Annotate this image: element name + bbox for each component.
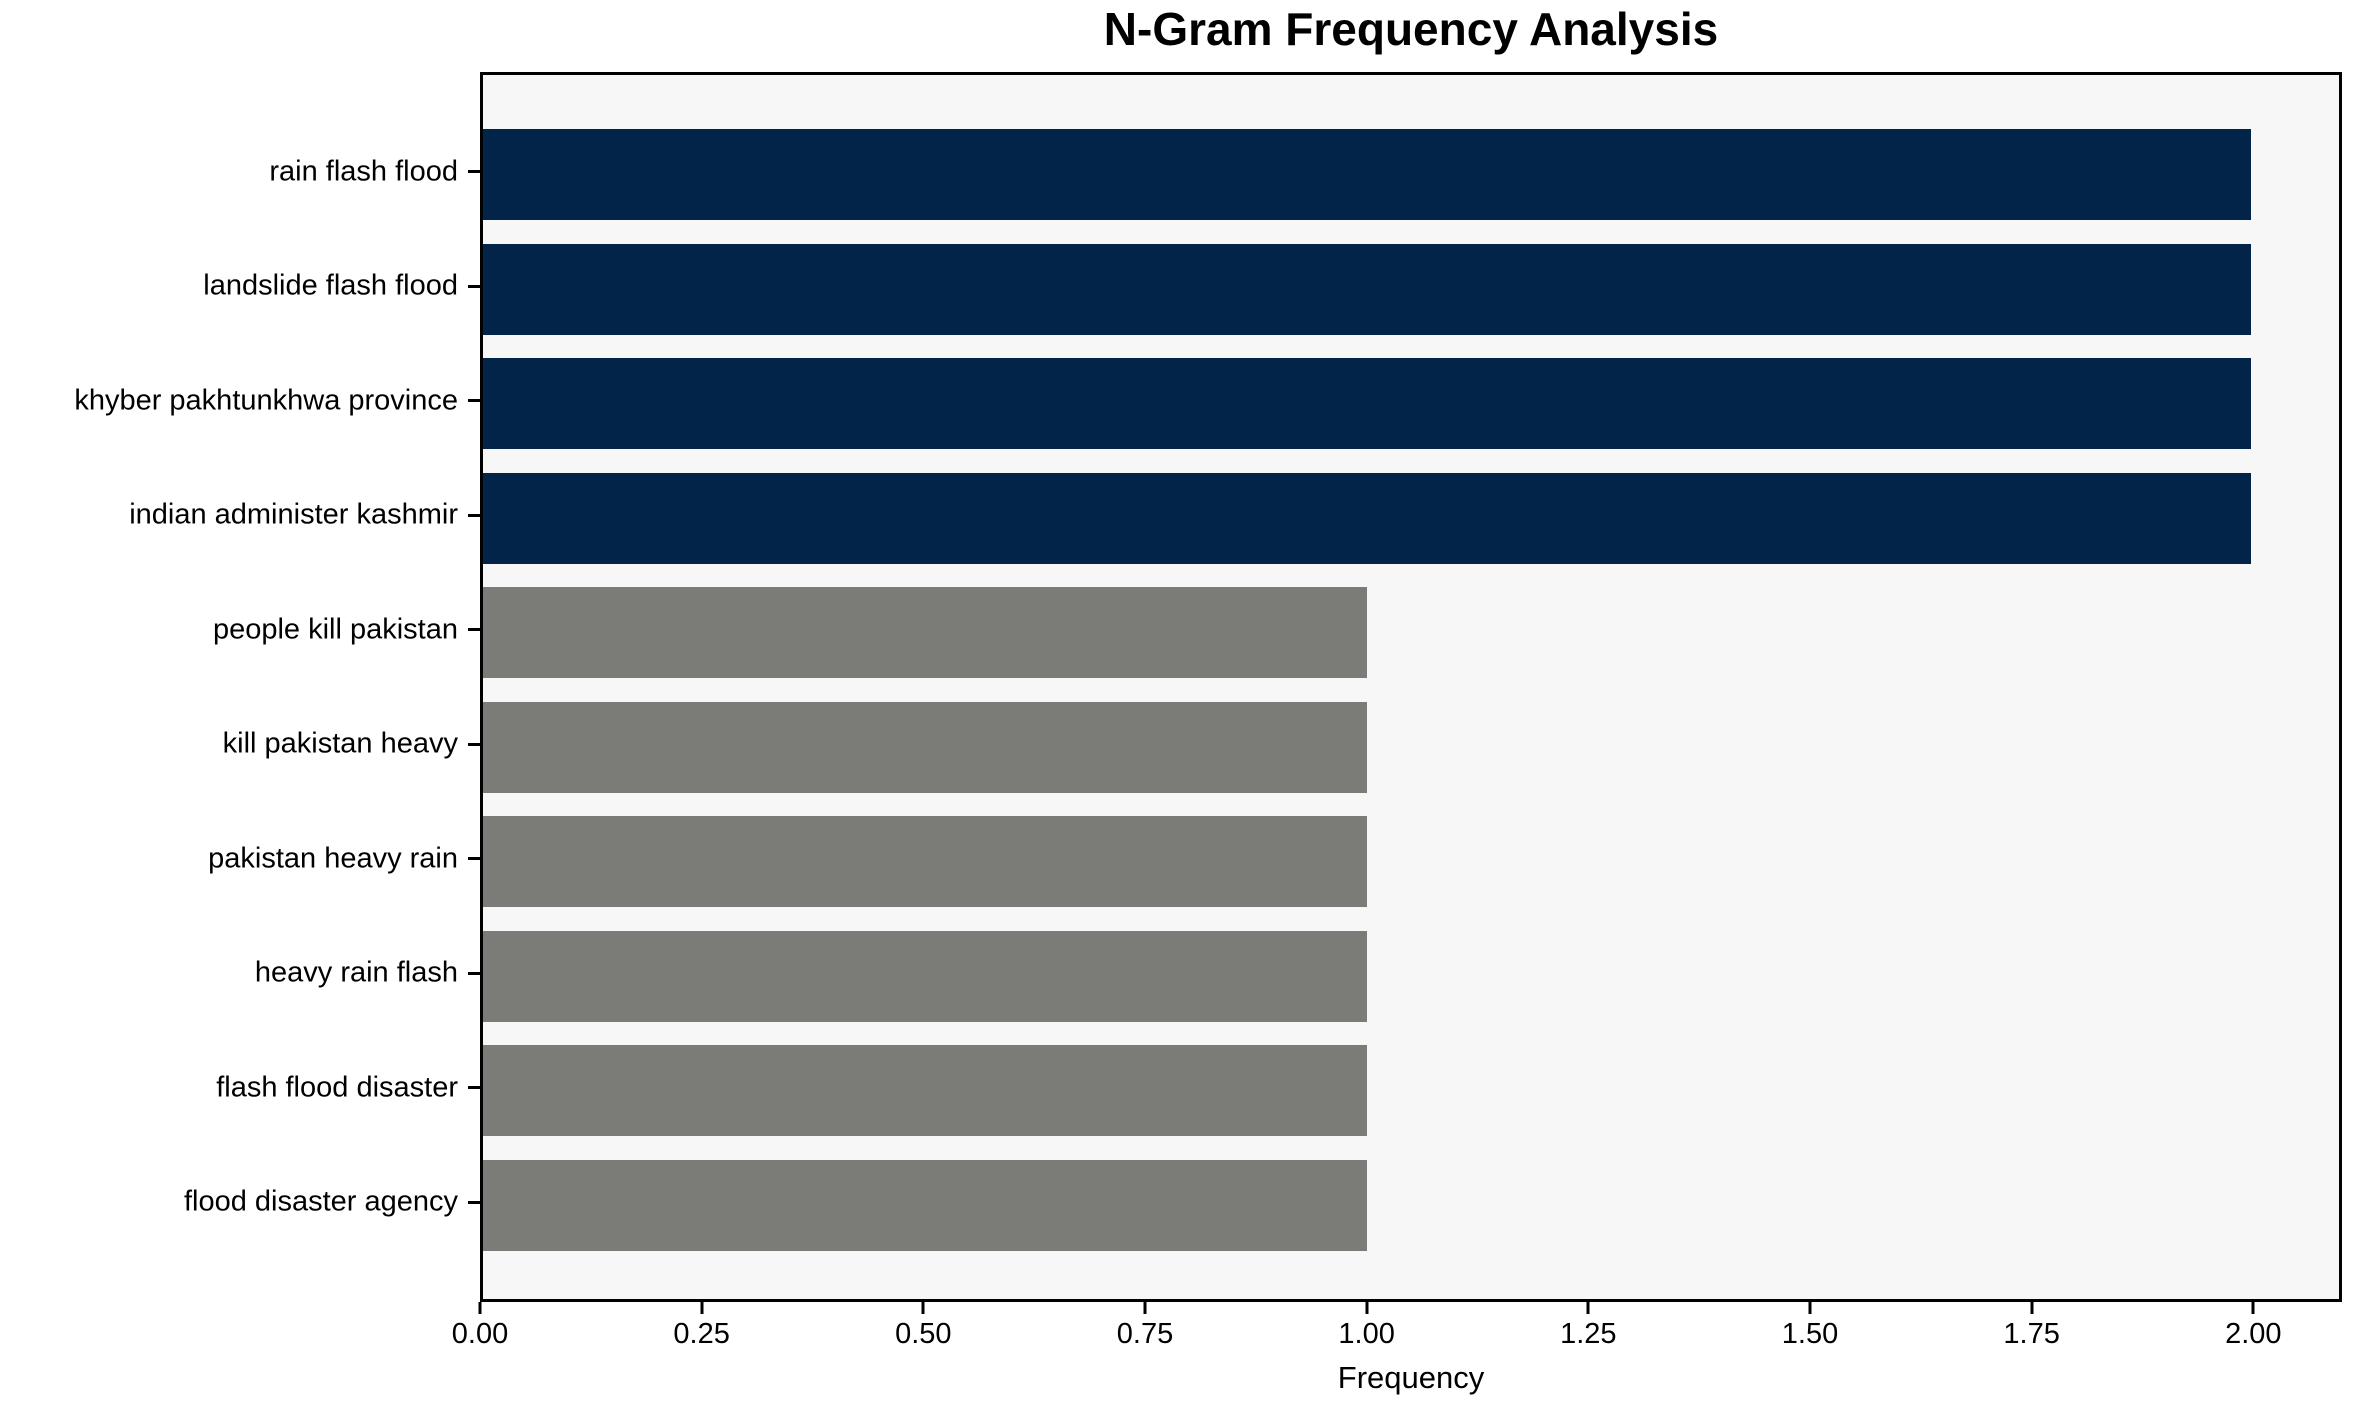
bar bbox=[483, 1159, 1367, 1251]
x-tick-mark bbox=[2030, 1302, 2034, 1314]
y-axis-label: people kill pakistan bbox=[212, 613, 458, 645]
bar bbox=[483, 701, 1367, 793]
bar bbox=[483, 358, 2251, 449]
y-axis-label: indian administer kashmir bbox=[129, 498, 458, 531]
bar bbox=[483, 587, 1367, 678]
y-tick-mark bbox=[468, 857, 480, 860]
x-tick-label: 0.25 bbox=[673, 1318, 730, 1350]
x-axis-title: Frequency bbox=[1337, 1360, 1485, 1395]
x-tick-mark bbox=[700, 1302, 704, 1314]
x-tick-mark bbox=[1143, 1302, 1147, 1314]
y-tick-mark bbox=[468, 971, 480, 975]
x-tick-mark bbox=[478, 1302, 482, 1314]
x-tick-label: 1.50 bbox=[1781, 1318, 1839, 1350]
y-axis-label: pakistan heavy rain bbox=[208, 842, 458, 874]
bar bbox=[483, 472, 2251, 564]
y-tick-mark bbox=[468, 742, 480, 746]
x-tick-mark bbox=[1586, 1302, 1590, 1314]
plot-area bbox=[480, 72, 2342, 1302]
y-tick-mark bbox=[468, 399, 480, 402]
bar bbox=[483, 243, 2251, 335]
y-axis-label: heavy rain flash bbox=[254, 956, 458, 989]
y-tick-mark bbox=[468, 170, 480, 173]
y-tick-mark bbox=[468, 513, 480, 517]
bar bbox=[483, 1045, 1367, 1136]
y-axis-label: khyber pakhtunkhwa province bbox=[74, 384, 458, 416]
x-tick-label: 0.00 bbox=[451, 1318, 509, 1350]
y-axis-label: rain flash flood bbox=[269, 155, 458, 187]
y-axis-label: kill pakistan heavy bbox=[222, 727, 458, 760]
x-tick-label: 0.75 bbox=[1116, 1318, 1174, 1350]
x-tick-mark bbox=[1808, 1302, 1812, 1314]
y-tick-mark bbox=[468, 628, 480, 631]
x-tick-mark bbox=[921, 1302, 925, 1314]
y-axis-label: flash flood disaster bbox=[216, 1071, 458, 1103]
bar bbox=[483, 129, 2251, 220]
x-tick-label: 1.75 bbox=[2003, 1318, 2060, 1350]
x-tick-label: 1.00 bbox=[1338, 1318, 1395, 1350]
y-tick-mark bbox=[468, 284, 480, 288]
bar bbox=[483, 930, 1367, 1022]
x-tick-mark bbox=[1365, 1302, 1369, 1314]
y-axis-label: landslide flash flood bbox=[203, 269, 458, 302]
x-tick-label: 2.00 bbox=[2225, 1318, 2282, 1350]
y-tick-mark bbox=[468, 1086, 480, 1089]
x-tick-mark bbox=[2251, 1302, 2255, 1314]
y-tick-mark bbox=[468, 1200, 480, 1204]
x-tick-label: 0.50 bbox=[895, 1318, 952, 1350]
chart-title: N-Gram Frequency Analysis bbox=[1103, 3, 1719, 55]
x-tick-label: 1.25 bbox=[1560, 1318, 1617, 1350]
y-axis-label: flood disaster agency bbox=[183, 1185, 458, 1218]
bar bbox=[483, 816, 1367, 907]
